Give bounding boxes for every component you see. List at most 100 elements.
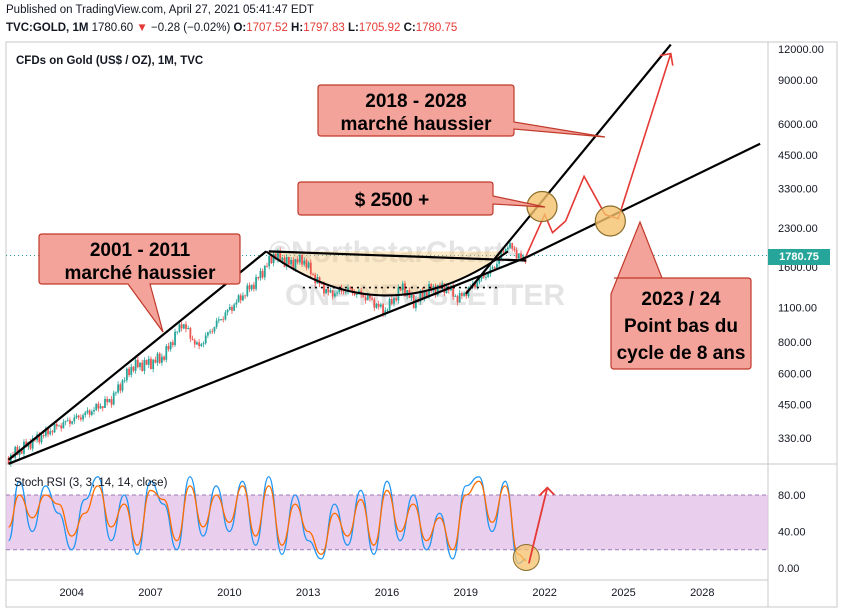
candle-body — [344, 291, 347, 293]
candle-body — [434, 286, 437, 296]
highlight-circle — [594, 205, 626, 237]
candle-body — [379, 304, 382, 307]
candle-body — [522, 256, 525, 258]
candle-body — [235, 302, 238, 305]
trendline — [7, 250, 267, 461]
trendlines — [7, 43, 761, 465]
projection-arrow-head — [659, 52, 674, 66]
candle-body — [42, 435, 45, 437]
candle-body — [255, 277, 257, 289]
price-tick-label: 2300.00 — [778, 223, 818, 235]
candle-body — [303, 260, 306, 265]
candle-body — [517, 253, 520, 259]
published-line: Published on TradingView.com, April 27, … — [6, 4, 314, 16]
candle-body — [202, 343, 205, 345]
candle-body — [331, 290, 334, 297]
price-series — [7, 240, 527, 467]
candle-body — [292, 259, 295, 270]
candle-body — [196, 342, 198, 345]
callout-2023-24: 2023 / 24 Point bas du cycle de 8 ans — [610, 220, 752, 370]
candle-body — [139, 362, 141, 368]
candle-body — [395, 297, 398, 301]
candle-body — [329, 290, 332, 293]
candle-body — [502, 251, 505, 253]
candle-body — [285, 257, 288, 267]
candle-body — [443, 283, 446, 294]
candle-body — [84, 412, 87, 416]
candle-body — [513, 248, 516, 251]
change-value: −0.28 (−0.02%) — [151, 22, 231, 34]
callout-2001-line2: marché haussier — [64, 263, 216, 284]
open-label: O: — [233, 22, 247, 34]
candle-body — [60, 425, 63, 429]
candle-body — [117, 384, 120, 393]
stoch-projection-arrow-head — [538, 486, 555, 497]
price-tick-label: 12000.00 — [778, 44, 824, 56]
stoch-title: Stoch RSI (3, 3, 14, 14, close) — [14, 477, 168, 489]
candle-body — [198, 342, 201, 347]
candle-body — [93, 410, 95, 412]
candle-body — [246, 285, 249, 296]
candle-body — [224, 312, 227, 320]
time-tick-label: 2007 — [138, 587, 162, 599]
candle-body — [338, 287, 341, 293]
candle-body — [353, 292, 356, 295]
candle-body — [423, 292, 426, 299]
candle-body — [226, 309, 229, 313]
callout-2018-line1: 2018 - 2028 — [365, 91, 466, 112]
candle-body — [158, 353, 161, 363]
candle-body — [53, 424, 56, 433]
candle-body — [242, 295, 244, 301]
candle-body — [123, 380, 126, 382]
candle-body — [16, 446, 19, 456]
callout-2023-line1: 2023 / 24 — [641, 289, 721, 310]
candle-body — [51, 431, 54, 433]
candle-body — [362, 294, 365, 298]
candle-body — [279, 250, 282, 261]
candle-body — [193, 340, 196, 345]
candle-body — [399, 287, 402, 291]
candle-body — [277, 250, 279, 260]
ohlc-line: TVC:GOLD, 1M 1780.60 ▼ −0.28 (−0.02%) O:… — [6, 22, 457, 34]
candle-body — [178, 324, 181, 332]
candle-body — [511, 243, 514, 249]
down-arrow-icon: ▼ — [136, 22, 148, 34]
candle-body — [415, 299, 417, 309]
candle-body — [99, 406, 102, 409]
candle-body — [382, 304, 384, 315]
stoch-tick-label: 0.00 — [778, 563, 799, 575]
candle-body — [31, 438, 34, 449]
candle-body — [130, 366, 133, 375]
candle-body — [20, 449, 23, 454]
candle-body — [270, 255, 273, 264]
candle-body — [174, 331, 176, 346]
candle-body — [491, 267, 494, 269]
candle-body — [309, 262, 312, 275]
price-tick-label: 9000.00 — [778, 75, 818, 87]
last-price: 1780.60 — [91, 22, 134, 34]
candle-body — [79, 417, 82, 420]
candle-body — [147, 358, 150, 365]
time-tick-label: 2028 — [690, 587, 714, 599]
stoch-tick-label: 40.00 — [778, 527, 806, 539]
symbol-label: TVC:GOLD, 1M — [6, 22, 89, 34]
candle-body — [294, 259, 297, 270]
candle-body — [371, 298, 374, 300]
time-tick-label: 2010 — [217, 587, 241, 599]
candle-body — [62, 422, 65, 429]
candle-body — [288, 257, 290, 265]
candle-body — [82, 415, 84, 420]
callout-2018-2028: 2018 - 2028 marché haussier — [317, 84, 606, 138]
last-price-badge: 1780.75 — [768, 249, 830, 265]
candle-body — [145, 359, 148, 365]
time-tick-label: 2016 — [375, 587, 399, 599]
candle-body — [143, 359, 146, 371]
candle-body — [482, 274, 485, 278]
candle-body — [176, 331, 179, 333]
candle-body — [204, 335, 207, 344]
price-tick-label: 6000.00 — [778, 119, 818, 131]
candle-body — [504, 249, 507, 253]
candle-body — [351, 288, 354, 293]
candle-body — [281, 257, 284, 261]
